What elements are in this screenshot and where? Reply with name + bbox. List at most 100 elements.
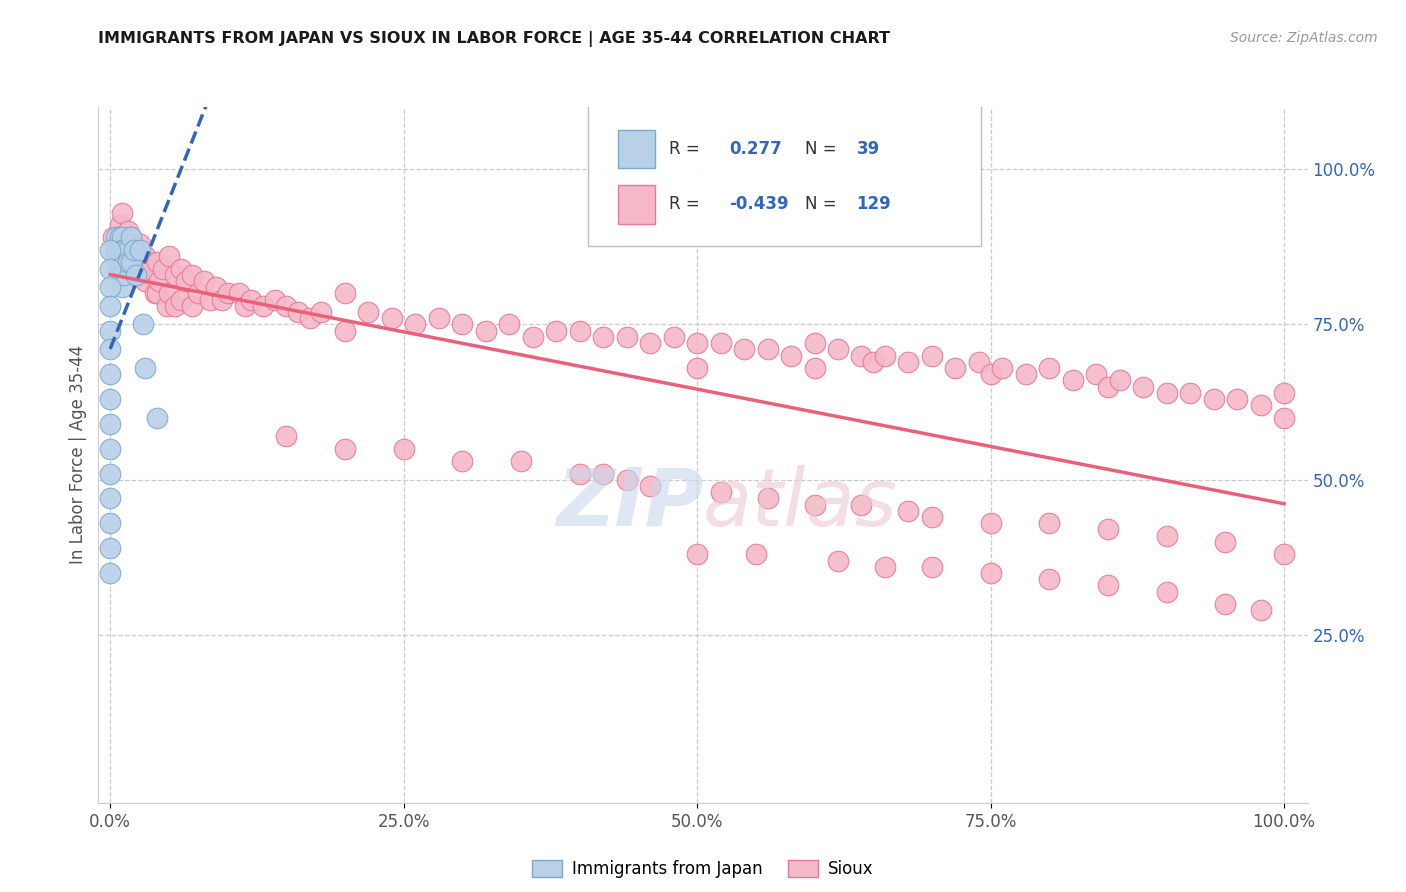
Point (132, 255, 155, 269)
Point (1062, 373, 1084, 387)
Point (108, 243, 131, 257)
Point (117, 255, 139, 269)
Point (146, 410, 169, 425)
Point (122, 243, 145, 257)
Text: N =: N = (804, 140, 841, 158)
Text: 39: 39 (856, 140, 880, 158)
Point (921, 559, 943, 574)
Point (233, 299, 256, 313)
Point (686, 336, 709, 351)
Point (897, 355, 920, 369)
Point (967, 355, 990, 369)
Point (287, 305, 309, 319)
Point (733, 343, 755, 357)
Point (128, 236, 150, 251)
Point (980, 516, 1002, 531)
Point (98, 566, 121, 580)
Point (616, 330, 638, 344)
Point (1215, 597, 1237, 611)
Point (111, 255, 134, 269)
Point (117, 224, 139, 238)
Point (638, 479, 661, 493)
Point (1015, 367, 1038, 381)
Point (176, 274, 198, 288)
FancyBboxPatch shape (619, 129, 655, 168)
Point (98, 367, 121, 381)
Point (333, 286, 356, 301)
Point (146, 286, 169, 301)
Point (780, 349, 803, 363)
Point (991, 361, 1014, 376)
FancyBboxPatch shape (619, 186, 655, 224)
Point (98, 516, 121, 531)
Text: IMMIGRANTS FROM JAPAN VS SIOUX IN LABOR FORCE | AGE 35-44 CORRELATION CHART: IMMIGRANTS FROM JAPAN VS SIOUX IN LABOR … (98, 31, 890, 47)
Point (155, 299, 177, 313)
Text: -0.439: -0.439 (730, 195, 789, 213)
Point (1108, 373, 1130, 387)
Point (98, 343, 121, 357)
Point (141, 261, 163, 276)
Point (128, 268, 150, 282)
Point (108, 218, 131, 232)
Point (98, 467, 121, 481)
Point (616, 473, 638, 487)
Point (112, 268, 135, 282)
Point (1272, 385, 1295, 400)
Point (125, 249, 148, 263)
Point (311, 305, 333, 319)
Point (980, 367, 1002, 381)
Point (381, 311, 404, 326)
Point (1272, 410, 1295, 425)
Point (98, 392, 121, 406)
Point (827, 343, 849, 357)
Point (122, 261, 145, 276)
Point (157, 286, 180, 301)
Y-axis label: In Labor Force | Age 35-44: In Labor Force | Age 35-44 (69, 345, 87, 565)
Point (568, 324, 591, 338)
Point (117, 243, 139, 257)
Point (662, 330, 685, 344)
Point (101, 230, 124, 244)
Point (1226, 392, 1249, 406)
Point (112, 243, 135, 257)
Point (98, 541, 121, 555)
Point (638, 336, 661, 351)
Point (98, 324, 121, 338)
Point (122, 243, 145, 257)
Point (873, 349, 896, 363)
Legend: Immigrants from Japan, Sioux: Immigrants from Japan, Sioux (526, 854, 880, 885)
Point (921, 510, 943, 524)
Point (1272, 547, 1295, 561)
Point (252, 299, 274, 313)
Point (120, 249, 142, 263)
FancyBboxPatch shape (588, 103, 981, 246)
Point (1250, 603, 1272, 617)
Point (897, 504, 920, 518)
Point (803, 336, 825, 351)
Point (125, 268, 148, 282)
Point (873, 559, 896, 574)
Point (756, 491, 779, 506)
Point (510, 454, 533, 468)
Point (276, 299, 298, 313)
Point (98, 299, 121, 313)
Point (108, 255, 131, 269)
Point (128, 243, 150, 257)
Point (1085, 367, 1108, 381)
Point (686, 361, 709, 376)
Point (921, 349, 943, 363)
Point (404, 318, 426, 332)
Text: R =: R = (669, 140, 706, 158)
Point (427, 311, 450, 326)
Point (592, 467, 614, 481)
Point (211, 293, 233, 307)
Point (98, 417, 121, 431)
Text: R =: R = (669, 195, 706, 213)
Point (498, 318, 520, 332)
Point (98, 491, 121, 506)
Point (163, 299, 186, 313)
Point (276, 429, 298, 443)
Point (111, 230, 134, 244)
Point (98, 261, 121, 276)
Point (117, 255, 139, 269)
